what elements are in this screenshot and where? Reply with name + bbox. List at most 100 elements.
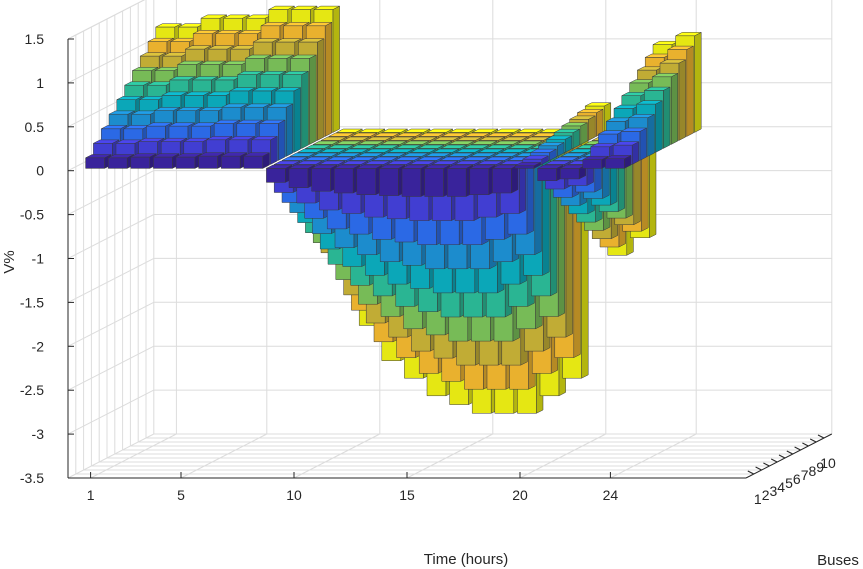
bar-front-face — [356, 168, 377, 195]
bar-top-face — [349, 156, 376, 161]
bar-top-face — [381, 128, 408, 133]
grid-floor-x — [180, 433, 268, 479]
bar-top-face — [356, 164, 383, 169]
bar-top-face — [553, 128, 580, 133]
bar-top-face — [343, 136, 370, 141]
bar-top-face — [463, 144, 490, 149]
bar-top-face — [401, 164, 428, 169]
bar-top-face — [508, 144, 535, 149]
bar-h7-b1 — [220, 152, 248, 169]
bar-top-face — [200, 14, 227, 19]
bar-top-face — [537, 164, 564, 169]
bar-front-face — [537, 168, 557, 181]
grid-left-z — [67, 257, 155, 303]
y-tick-label: 5 — [785, 475, 793, 491]
bar-h23-b1 — [582, 155, 609, 169]
bar-front-face — [582, 159, 603, 169]
bar-side-face — [332, 5, 340, 133]
bar-top-face — [198, 152, 225, 157]
bar-top-face — [108, 110, 135, 115]
bar-top-face — [319, 148, 347, 153]
bar-top-face — [409, 160, 436, 165]
bar-top-face — [328, 132, 355, 137]
bar-front-face — [107, 157, 128, 169]
bar-side-face — [511, 164, 519, 194]
x-tick-label: 5 — [177, 487, 185, 503]
bar-top-face — [358, 128, 386, 133]
bar-top-face — [245, 54, 272, 59]
grid-left-z — [67, 214, 155, 259]
bar-top-face — [410, 148, 437, 153]
bar-top-face — [449, 128, 476, 133]
bar-top-face — [582, 155, 609, 160]
bar-top-face — [282, 71, 309, 75]
bar-front-face — [175, 156, 196, 169]
z-tick-label: 0 — [36, 163, 44, 179]
bar-side-face — [678, 59, 686, 141]
bar-top-face — [334, 152, 361, 157]
bar-top-face — [379, 152, 407, 157]
bar-front-face — [288, 168, 309, 188]
grid-floor-x — [610, 433, 697, 479]
bar-h14-b1 — [379, 164, 406, 196]
bar-top-face — [552, 156, 580, 161]
bar-top-face — [220, 152, 248, 157]
y-tick-label: 8 — [809, 463, 817, 479]
bar-side-face — [270, 136, 278, 165]
bar-top-face — [424, 164, 451, 169]
bar-top-face — [471, 128, 499, 133]
y-tick-mark — [763, 462, 770, 467]
grid-left-z — [67, 0, 146, 40]
bar-top-face — [545, 160, 572, 165]
bar-top-face — [501, 136, 528, 141]
bar-top-face — [185, 45, 212, 50]
bar-top-face — [440, 144, 467, 149]
bar-top-face — [455, 148, 482, 153]
bar-top-face — [478, 148, 505, 153]
grid-left-z — [67, 345, 155, 391]
bar-top-face — [432, 160, 459, 165]
bar-top-face — [628, 114, 655, 118]
bar-top-face — [320, 136, 347, 141]
y-tick-label: 7 — [801, 467, 809, 483]
bar-top-face — [667, 45, 694, 50]
bar-top-face — [454, 160, 481, 165]
bar-top-face — [351, 132, 378, 137]
y-tick-label: 4 — [777, 479, 785, 495]
bar-top-face — [177, 60, 204, 65]
bar-front-face — [153, 156, 173, 169]
z-tick-label: -1.5 — [20, 294, 44, 310]
y-tick-label: 3 — [770, 483, 778, 499]
bar-side-face — [518, 160, 527, 214]
bar-h24-b1 — [605, 155, 632, 169]
bar-top-face — [394, 156, 421, 161]
bar-top-face — [155, 23, 182, 28]
bar-top-face — [561, 122, 588, 127]
z-tick-label: -2.5 — [20, 382, 44, 398]
bar-h12-b1 — [333, 164, 361, 194]
bar-top-face — [379, 164, 406, 169]
bar-top-face — [522, 155, 549, 160]
bar-front-face — [605, 158, 625, 169]
bar-top-face — [160, 137, 188, 142]
bar-front-face — [379, 168, 399, 196]
y-tick-mark — [778, 454, 786, 459]
x-tick-label: 10 — [286, 487, 302, 503]
grid-floor-x — [519, 433, 607, 479]
y-tick-label: 10 — [820, 455, 836, 471]
bar-top-face — [312, 140, 340, 145]
bar-top-face — [659, 59, 686, 64]
y-tick-label: 2 — [762, 487, 770, 503]
bar-top-face — [289, 152, 316, 157]
z-tick-label: -1 — [32, 251, 45, 267]
bar-side-face — [324, 22, 333, 137]
bar-top-face — [372, 156, 399, 161]
bar-top-face — [168, 122, 195, 127]
bar-top-face — [620, 127, 647, 132]
bar-top-face — [267, 54, 294, 59]
bar-top-face — [290, 54, 317, 59]
bar-top-face — [243, 152, 270, 157]
bar-front-face — [514, 165, 535, 169]
bar-top-face — [298, 38, 325, 43]
